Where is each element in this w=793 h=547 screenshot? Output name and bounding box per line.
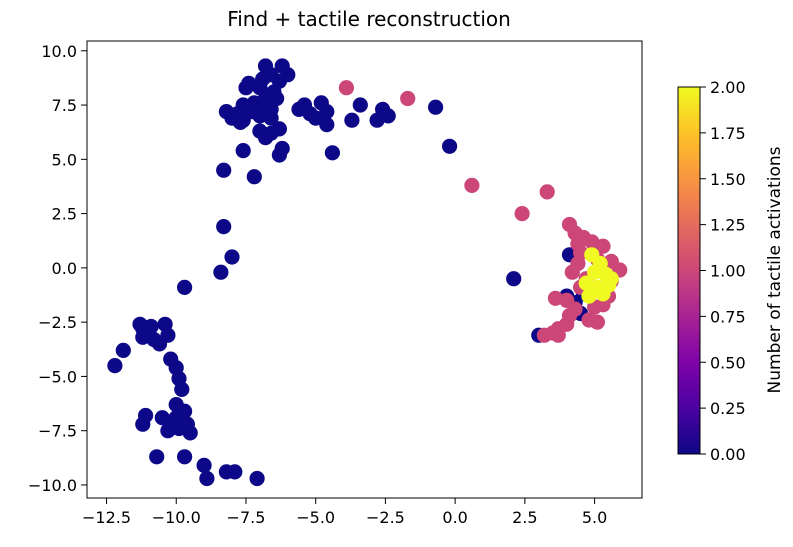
y-tick-label: 2.5 — [52, 205, 77, 224]
data-point — [595, 286, 611, 302]
data-point — [271, 121, 287, 137]
y-tick-label: 5.0 — [52, 150, 77, 169]
data-point — [428, 99, 444, 115]
data-point — [196, 457, 212, 473]
colorbar-tick-label: 1.50 — [710, 170, 746, 189]
data-point — [199, 470, 215, 487]
data-point — [561, 308, 578, 324]
data-point — [174, 381, 190, 397]
colorbar-tick-label: 0.75 — [710, 307, 746, 326]
data-point — [135, 329, 151, 345]
data-point — [177, 279, 193, 295]
y-tick-label: 10.0 — [41, 42, 77, 61]
x-tick-label: 2.5 — [512, 508, 537, 527]
data-point — [352, 97, 368, 113]
data-point — [227, 464, 243, 480]
data-point — [115, 342, 131, 358]
data-point — [319, 117, 335, 133]
x-tick-label: −5.0 — [296, 508, 335, 527]
x-axis: −12.5 −10.0 −7.5 −5.0 −2.5 0.0 2.5 5.0 — [82, 498, 607, 527]
x-tick-label: −2.5 — [366, 508, 405, 527]
data-point — [324, 145, 340, 161]
data-point — [344, 112, 360, 128]
y-tick-label: −5.0 — [38, 367, 77, 386]
data-point — [177, 449, 193, 465]
data-point — [603, 271, 619, 287]
y-tick-label: −7.5 — [38, 422, 77, 441]
data-point — [514, 206, 530, 222]
y-tick-label: 7.5 — [52, 96, 77, 115]
data-point — [595, 238, 611, 254]
colorbar-tick-label: 0.50 — [710, 353, 746, 372]
data-point — [338, 80, 354, 96]
data-point — [506, 271, 522, 287]
data-point — [380, 108, 396, 124]
x-tick-label: 5.0 — [582, 508, 607, 527]
data-point — [135, 416, 151, 432]
data-point — [547, 290, 564, 306]
colorbar-tick-label: 1.00 — [710, 262, 746, 281]
data-point — [107, 358, 123, 374]
data-point — [232, 114, 248, 130]
data-point — [151, 336, 168, 352]
data-point — [182, 425, 198, 441]
data-point — [216, 219, 232, 235]
data-point — [589, 314, 606, 330]
data-point — [216, 162, 232, 178]
colorbar-tick-label: 1.25 — [710, 216, 746, 235]
colorbar-tick-label: 0.00 — [710, 445, 746, 464]
data-point — [269, 90, 285, 107]
colorbar-axis: 0.00 0.25 0.50 0.75 1.00 1.25 1.50 1.75 2.00 — [700, 78, 746, 464]
data-point — [246, 169, 262, 185]
data-point — [539, 184, 555, 200]
data-point — [257, 130, 274, 146]
data-point — [550, 327, 566, 343]
data-point — [224, 249, 240, 265]
x-tick-label: −7.5 — [227, 508, 266, 527]
chart-title: Find + tactile reconstruction — [227, 7, 511, 31]
data-point — [213, 264, 229, 280]
data-points — [107, 58, 628, 487]
data-point — [464, 177, 480, 193]
data-point — [308, 110, 324, 126]
y-tick-label: −10.0 — [28, 476, 77, 495]
data-point — [564, 264, 580, 280]
y-tick-label: 0.0 — [52, 259, 77, 278]
data-point — [263, 110, 279, 126]
x-tick-label: 0.0 — [442, 508, 467, 527]
colorbar — [677, 86, 701, 455]
data-point — [581, 288, 597, 304]
x-tick-label: −12.5 — [82, 508, 131, 527]
data-point — [442, 138, 458, 154]
plot-frame — [86, 40, 643, 499]
x-tick-label: −10.0 — [152, 508, 201, 527]
y-tick-label: −2.5 — [38, 313, 77, 332]
data-point — [319, 104, 335, 120]
data-point — [149, 449, 165, 465]
data-point — [271, 147, 287, 163]
colorbar-tick-label: 1.75 — [710, 124, 746, 143]
data-point — [536, 327, 553, 343]
data-point — [400, 90, 416, 107]
colorbar-tick-label: 2.00 — [710, 78, 746, 97]
data-point — [235, 143, 251, 159]
y-axis: 10.0 7.5 5.0 2.5 0.0 −2.5 −5.0 −7.5 −10.0 — [28, 42, 87, 495]
colorbar-tick-label: 0.25 — [710, 399, 746, 418]
data-point — [249, 470, 265, 487]
colorbar-label: Number of tactile activations — [765, 146, 785, 393]
data-point — [143, 318, 159, 335]
